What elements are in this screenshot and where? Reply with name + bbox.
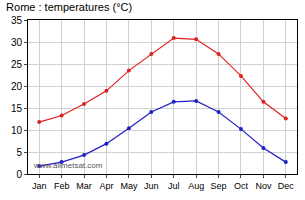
svg-text:Jun: Jun (144, 181, 159, 191)
svg-text:Nov: Nov (255, 181, 272, 191)
svg-text:0: 0 (16, 169, 22, 180)
svg-text:10: 10 (11, 125, 23, 136)
svg-text:15: 15 (11, 103, 23, 114)
svg-text:Feb: Feb (54, 181, 70, 191)
svg-text:30: 30 (11, 37, 23, 48)
svg-text:Aug: Aug (188, 181, 204, 191)
svg-text:20: 20 (11, 81, 23, 92)
svg-text:May: May (120, 181, 138, 191)
svg-text:Jan: Jan (32, 181, 47, 191)
svg-text:Apr: Apr (99, 181, 113, 191)
svg-text:35: 35 (11, 15, 23, 26)
svg-text:Dec: Dec (278, 181, 295, 191)
svg-text:Jul: Jul (168, 181, 180, 191)
svg-text:Rome : temperatures (°C): Rome : temperatures (°C) (6, 1, 132, 13)
svg-text:www.allmetsat.com: www.allmetsat.com (33, 161, 103, 170)
svg-text:Mar: Mar (76, 181, 92, 191)
svg-text:25: 25 (11, 59, 23, 70)
svg-text:Sep: Sep (211, 181, 227, 191)
svg-text:5: 5 (16, 147, 22, 158)
svg-text:Oct: Oct (234, 181, 249, 191)
